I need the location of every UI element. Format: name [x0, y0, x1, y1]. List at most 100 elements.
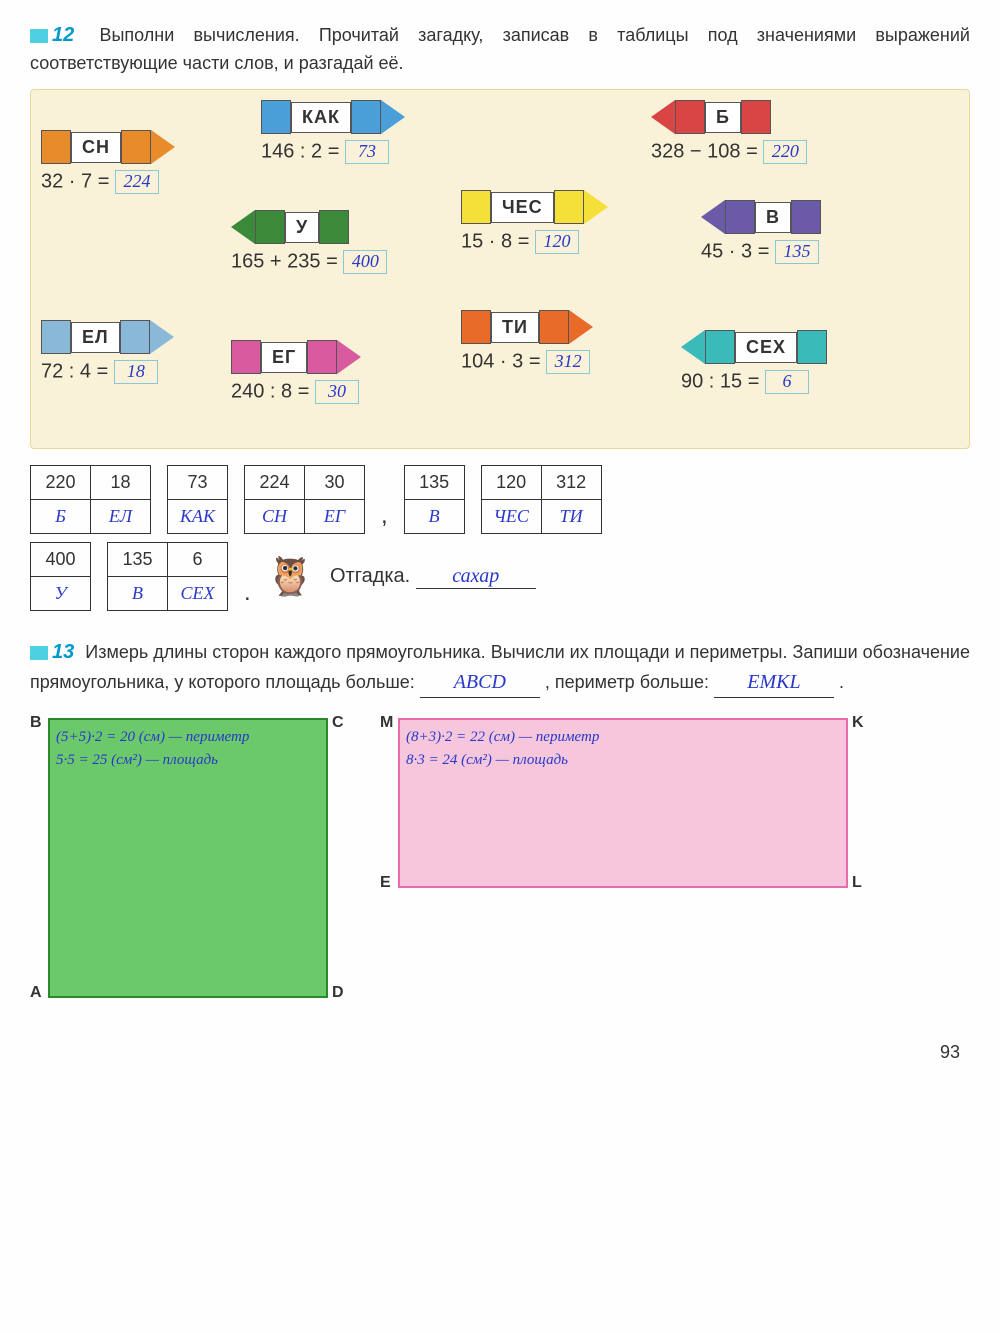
otgadka-line: Отгадка. сахар [330, 565, 536, 589]
task-marker-icon [30, 646, 48, 660]
rect-emkl: (8+3)·2 = 22 (см) — периметр8·3 = 24 (см… [398, 718, 848, 888]
answer-box[interactable]: 312 [546, 350, 590, 374]
table-word-cell[interactable]: СН [245, 500, 305, 534]
table-num-cell: 120 [481, 466, 541, 500]
work-line: 5·5 = 25 (см²) — площадь [56, 749, 320, 772]
answer-box[interactable]: 220 [763, 140, 807, 164]
expression-text: 15 · 8 = [461, 230, 535, 252]
pencil-label: В [755, 202, 791, 233]
vertex-label: D [332, 984, 344, 1002]
answer-table: 135В [404, 465, 465, 534]
otgadka-label: Отгадка. [330, 565, 416, 587]
table-num-cell: 73 [168, 466, 228, 500]
expression-line: 240 : 8 = 30 [231, 380, 361, 404]
task13-number: 13 [52, 637, 74, 667]
pencil-u: У 165 + 235 = 400 [231, 210, 387, 274]
answer-table: 73КАК [167, 465, 228, 534]
rect-abcd: (5+5)·2 = 20 (см) — периметр5·5 = 25 (см… [48, 718, 328, 998]
table-num-cell: 135 [108, 543, 168, 577]
rect-abcd-container: (5+5)·2 = 20 (см) — периметр5·5 = 25 (см… [30, 718, 350, 1018]
rect-emkl-container: (8+3)·2 = 22 (см) — периметр8·3 = 24 (см… [380, 718, 870, 908]
work-line: (5+5)·2 = 20 (см) — периметр [56, 726, 320, 749]
answer-box[interactable]: 120 [535, 230, 579, 254]
expression-line: 165 + 235 = 400 [231, 250, 387, 274]
expression-line: 146 : 2 = 73 [261, 140, 405, 164]
answer-box[interactable]: 224 [115, 170, 159, 194]
answer-box[interactable]: 6 [765, 370, 809, 394]
pencil-label: ЧЕС [491, 192, 554, 223]
expression-text: 165 + 235 = [231, 250, 343, 272]
table-word-cell[interactable]: ЕЛ [91, 500, 151, 534]
table-word-cell[interactable]: Б [31, 500, 91, 534]
answer-table: 22430СНЕГ [244, 465, 365, 534]
expression-line: 104 · 3 = 312 [461, 350, 593, 374]
expression-text: 104 · 3 = [461, 350, 546, 372]
table-word-cell[interactable]: У [31, 577, 91, 611]
pencil-sekh: СЕХ 90 : 15 = 6 [681, 330, 827, 394]
table-num-cell: 18 [91, 466, 151, 500]
vertex-label: K [852, 714, 864, 732]
expression-line: 32 · 7 = 224 [41, 170, 175, 194]
answer-box[interactable]: 30 [315, 380, 359, 404]
table-word-cell[interactable]: В [404, 500, 464, 534]
task13-text-b: , периметр больше: [545, 672, 714, 692]
answer-tables-row2: 400У 1356ВСЕХ. 🦉 Отгадка. сахар [30, 542, 970, 611]
task13-text-c: . [839, 672, 844, 692]
pencil-label: Б [705, 102, 741, 133]
table-word-cell[interactable]: СЕХ [168, 577, 228, 611]
task12-prompt: 12 Выполни вычисления. Прочитай загадку,… [30, 20, 970, 77]
answer-box[interactable]: 400 [343, 250, 387, 274]
rect-work: (5+5)·2 = 20 (см) — периметр5·5 = 25 (см… [56, 726, 320, 771]
answer-box[interactable]: 73 [345, 140, 389, 164]
owl-icon: 🦉 [267, 555, 314, 599]
pencil-label: У [285, 212, 319, 243]
pencil-panel: СН 32 · 7 = 224 КАК 146 : 2 = 73 Б328 − 108 … [30, 89, 970, 449]
expression-text: 32 · 7 = [41, 170, 115, 192]
table-num-cell: 400 [31, 543, 91, 577]
period: . [244, 579, 251, 611]
answer-box[interactable]: 18 [114, 360, 158, 384]
pencil-sn: СН 32 · 7 = 224 [41, 130, 175, 194]
pencil-el: ЕЛ 72 : 4 = 18 [41, 320, 174, 384]
task-marker-icon [30, 29, 48, 43]
vertex-label: C [332, 714, 344, 732]
pencil-ches: ЧЕС 15 · 8 = 120 [461, 190, 608, 254]
rect-work: (8+3)·2 = 22 (см) — периметр8·3 = 24 (см… [406, 726, 840, 771]
table-num-cell: 312 [541, 466, 601, 500]
rectangles-row: (5+5)·2 = 20 (см) — периметр5·5 = 25 (см… [30, 718, 970, 1018]
vertex-label: M [380, 714, 393, 732]
table-word-cell[interactable]: ЕГ [305, 500, 365, 534]
table-word-cell[interactable]: ТИ [541, 500, 601, 534]
expression-line: 90 : 15 = 6 [681, 370, 827, 394]
expression-text: 72 : 4 = [41, 360, 114, 382]
table-word-cell[interactable]: ЧЕС [481, 500, 541, 534]
pencil-label: ТИ [491, 312, 539, 343]
pencil-v: В 45 · 3 = 135 [701, 200, 821, 264]
answer-table: 120312ЧЕСТИ [481, 465, 602, 534]
table-num-cell: 220 [31, 466, 91, 500]
pencil-eg: ЕГ 240 : 8 = 30 [231, 340, 361, 404]
pencil-b: Б328 − 108 = 220 [651, 100, 807, 164]
table-word-cell[interactable]: В [108, 577, 168, 611]
pencil-label: СН [71, 132, 121, 163]
pencil-label: ЕГ [261, 342, 307, 373]
expression-line: 72 : 4 = 18 [41, 360, 174, 384]
answer-box[interactable]: 135 [775, 240, 819, 264]
expression-text: 45 · 3 = [701, 240, 775, 262]
pencil-label: КАК [291, 102, 351, 133]
table-word-cell[interactable]: КАК [168, 500, 228, 534]
answer-table: 1356ВСЕХ [107, 542, 228, 611]
task13-perim-answer[interactable]: EMKL [714, 667, 834, 698]
expression-text: 146 : 2 = [261, 140, 345, 162]
pencil-label: ЕЛ [71, 322, 120, 353]
pencil-kak: КАК 146 : 2 = 73 [261, 100, 405, 164]
task13-area-answer[interactable]: ABCD [420, 667, 540, 698]
otgadka-answer[interactable]: сахар [416, 565, 536, 589]
table-num-cell: 224 [245, 466, 305, 500]
pencil-ti: ТИ 104 · 3 = 312 [461, 310, 593, 374]
table-num-cell: 30 [305, 466, 365, 500]
expression-text: 240 : 8 = [231, 380, 315, 402]
task-12: 12 Выполни вычисления. Прочитай загадку,… [30, 20, 970, 611]
pencil-label: СЕХ [735, 332, 797, 363]
task13-prompt: 13 Измерь длины сторон каждого прямоугол… [30, 637, 970, 698]
